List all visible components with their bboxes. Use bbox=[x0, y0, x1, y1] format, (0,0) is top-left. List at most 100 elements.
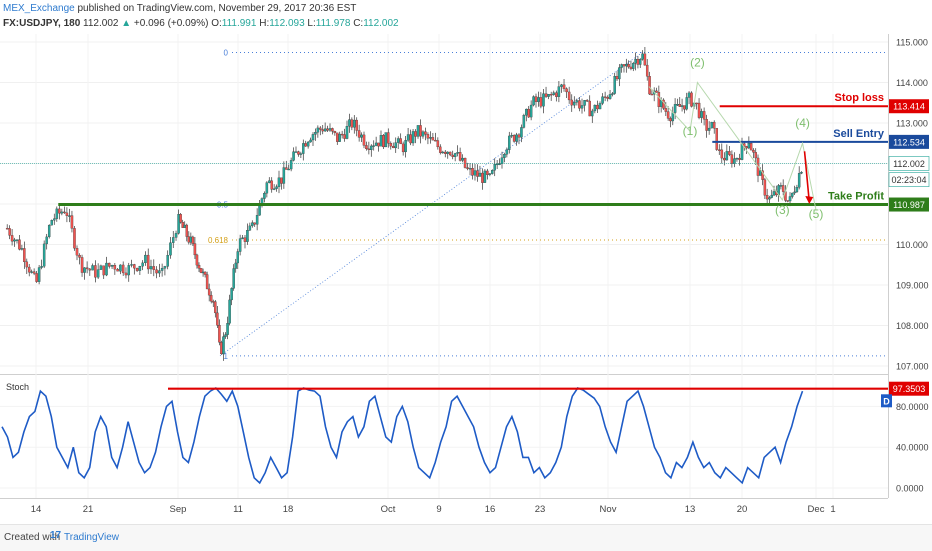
candle-body bbox=[588, 100, 591, 117]
candle-body bbox=[73, 228, 76, 249]
candle-body bbox=[374, 142, 378, 146]
price-tick-label: 108.000 bbox=[896, 321, 929, 331]
wave-label: (1) bbox=[683, 124, 698, 138]
tradingview-logo-icon[interactable]: 17 bbox=[50, 530, 62, 541]
candle-body bbox=[547, 94, 550, 97]
stoch-title: Stoch bbox=[6, 382, 29, 392]
candle-body bbox=[306, 141, 310, 147]
symbol-legend: FX:USDJPY, 180 112.002 ▲ +0.096 (+0.09%)… bbox=[3, 17, 399, 30]
tradingview-brand[interactable]: TradingView bbox=[64, 532, 120, 543]
candle-body bbox=[37, 267, 41, 282]
candle-body bbox=[636, 58, 640, 65]
candle-body bbox=[124, 272, 128, 276]
candle-body bbox=[110, 265, 114, 267]
candle-body bbox=[673, 104, 677, 113]
candle-body bbox=[169, 242, 172, 256]
candle-body bbox=[650, 93, 654, 96]
candle-body bbox=[391, 145, 395, 149]
candle-body bbox=[35, 273, 38, 282]
candle-body bbox=[174, 233, 178, 238]
candle-body bbox=[83, 267, 86, 273]
candle-body bbox=[243, 237, 247, 242]
candle-body bbox=[752, 149, 755, 153]
candle-body bbox=[446, 151, 449, 154]
candle-body bbox=[702, 111, 706, 120]
price-tick-label: 109.000 bbox=[896, 281, 929, 291]
candle-body bbox=[634, 58, 637, 64]
candle-body bbox=[65, 212, 69, 216]
candle-body bbox=[345, 125, 349, 139]
candle-body bbox=[503, 154, 506, 158]
candle-body bbox=[781, 185, 785, 192]
candle-body bbox=[181, 221, 184, 228]
candle-body bbox=[463, 157, 467, 168]
candle-body bbox=[580, 105, 584, 109]
candle-body bbox=[676, 104, 679, 106]
candle-body bbox=[220, 342, 223, 355]
candle-body bbox=[91, 265, 94, 271]
change-arrow-icon: ▲ bbox=[121, 18, 132, 29]
candle-body bbox=[754, 152, 757, 159]
candle-body bbox=[226, 323, 229, 335]
time-tick-label: 16 bbox=[485, 504, 496, 515]
candle-body bbox=[163, 266, 167, 269]
candle-body bbox=[58, 208, 61, 214]
fib-level-label: 0 bbox=[224, 49, 229, 58]
candle-body bbox=[133, 264, 136, 269]
candle-body bbox=[723, 157, 726, 161]
high-value: 112.093 bbox=[269, 18, 305, 29]
candle-body bbox=[712, 121, 716, 129]
candle-body bbox=[510, 134, 513, 137]
candle-body bbox=[272, 188, 276, 190]
candle-body bbox=[60, 211, 64, 214]
candle-body bbox=[277, 177, 281, 187]
candle-body bbox=[520, 127, 523, 138]
candle-body bbox=[598, 103, 602, 110]
wave-label: (3) bbox=[775, 203, 790, 217]
candle-body bbox=[478, 172, 482, 177]
candle-body bbox=[406, 134, 410, 141]
time-tick-label: 18 bbox=[283, 504, 294, 515]
time-tick-label: Oct bbox=[381, 504, 396, 515]
candle-body bbox=[238, 238, 242, 252]
candle-body bbox=[552, 92, 556, 95]
candle-body bbox=[779, 185, 783, 187]
level-price-value: 110.987 bbox=[893, 200, 925, 210]
candle-body bbox=[683, 105, 686, 110]
candle-body bbox=[23, 248, 26, 263]
candle-body bbox=[218, 325, 221, 343]
time-tick-label: Dec bbox=[808, 504, 825, 515]
candle-body bbox=[685, 97, 688, 110]
candle-body bbox=[105, 262, 108, 276]
candle-body bbox=[695, 102, 698, 105]
candle-body bbox=[138, 266, 142, 271]
candle-body bbox=[251, 222, 254, 227]
candle-body bbox=[336, 132, 339, 142]
time-tick-label: 13 bbox=[685, 504, 696, 515]
candle-body bbox=[529, 104, 533, 118]
fib-level-label: 0.618 bbox=[208, 236, 229, 245]
author-link[interactable]: MEX_Exchange bbox=[3, 3, 75, 14]
candle-body bbox=[664, 108, 668, 112]
candle-body bbox=[793, 191, 796, 194]
candle-body bbox=[555, 92, 558, 97]
candle-body bbox=[718, 149, 721, 151]
footer-bar: Created with 17 TradingView bbox=[0, 524, 932, 551]
candle-body bbox=[365, 145, 368, 150]
stoch-pane bbox=[0, 376, 888, 498]
candle-body bbox=[549, 94, 553, 96]
candle-body bbox=[596, 104, 599, 110]
candle-body bbox=[203, 271, 207, 275]
price-tag bbox=[888, 172, 930, 187]
candle-body bbox=[108, 262, 111, 267]
candle-body bbox=[13, 239, 16, 242]
symbol-label[interactable]: FX:USDJPY, 180 bbox=[3, 18, 81, 29]
candle-body bbox=[311, 134, 315, 141]
candle-body bbox=[715, 128, 718, 150]
candle-body bbox=[362, 134, 366, 146]
candle-body bbox=[222, 336, 225, 355]
candle-body bbox=[567, 91, 571, 101]
stoch-level-value: 97.3503 bbox=[893, 384, 926, 394]
candle-body bbox=[212, 301, 215, 303]
